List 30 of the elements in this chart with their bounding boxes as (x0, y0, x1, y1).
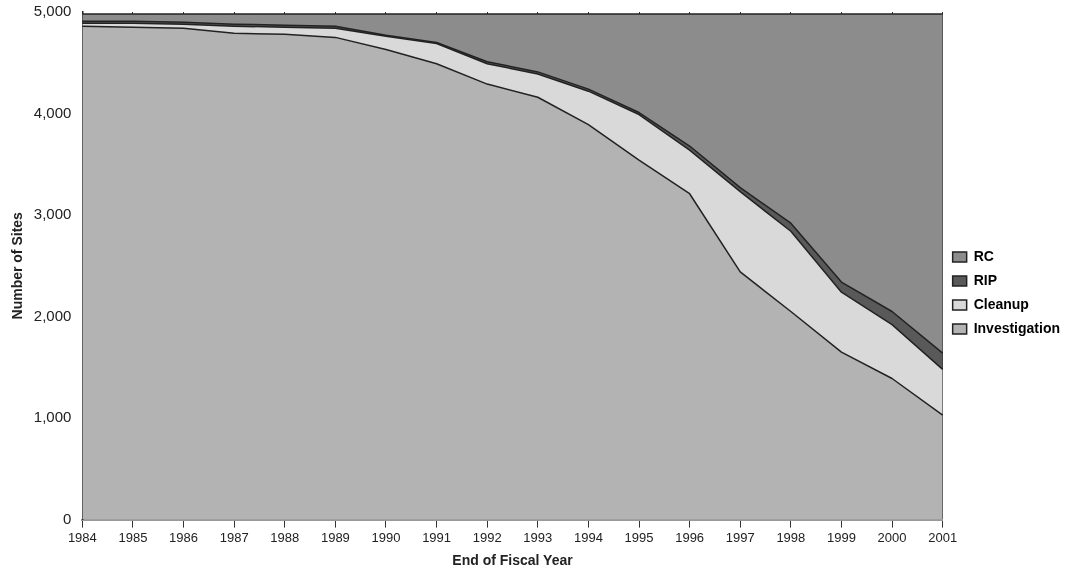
x-tick-label: 1994 (573, 529, 603, 545)
x-tick-label: 1988 (270, 529, 300, 545)
y-tick-label: 3,000 (33, 205, 72, 223)
x-tick-label: 1997 (725, 529, 755, 545)
y-tick-label: 0 (62, 509, 72, 527)
x-tick-label: 1984 (67, 529, 97, 545)
y-tick-label: 1,000 (33, 408, 72, 426)
x-tick-label: 1989 (320, 529, 350, 545)
legend-label: Cleanup (973, 295, 1029, 312)
x-tick-label: 1987 (219, 529, 249, 545)
y-tick-label: 5,000 (33, 2, 72, 20)
legend-label: RC (973, 247, 994, 264)
x-tick-label: 1996 (675, 529, 705, 545)
x-tick-label: 1991 (422, 529, 452, 545)
y-tick-label: 2,000 (33, 306, 72, 324)
x-tick-label: 2000 (877, 529, 907, 545)
x-tick-label: 1986 (169, 529, 199, 545)
y-tick-label: 4,000 (33, 103, 72, 121)
x-tick-label: 2001 (928, 529, 958, 545)
y-axis-title: Number of Sites (9, 211, 26, 320)
x-tick-label: 1992 (472, 529, 502, 545)
x-tick-label: 1993 (523, 529, 553, 545)
x-tick-label: 1999 (826, 529, 856, 545)
legend-label: Investigation (973, 319, 1061, 336)
x-axis-title: End of Fiscal Year (452, 552, 574, 569)
x-tick-label: 1995 (624, 529, 654, 545)
x-tick-label: 1990 (371, 529, 401, 545)
x-tick-label: 1998 (776, 529, 806, 545)
x-tick-label: 1985 (118, 529, 148, 545)
legend-label: RIP (973, 271, 997, 288)
